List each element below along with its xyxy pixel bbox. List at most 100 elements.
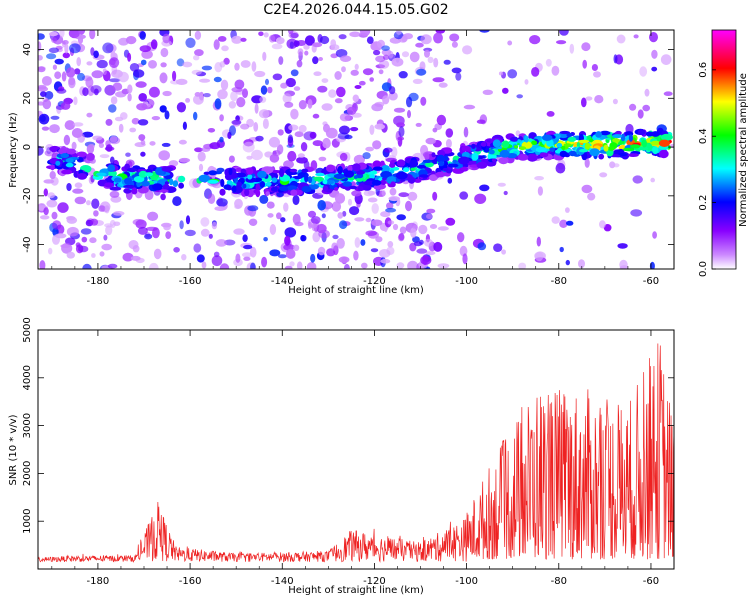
heatmap-blob <box>198 163 204 172</box>
heatmap-blob <box>248 218 258 226</box>
heatmap-blob <box>62 52 70 59</box>
colorbar-gradient <box>712 30 736 269</box>
heatmap-blob <box>424 238 433 247</box>
heatmap-blob <box>193 243 202 253</box>
heatmap-blob <box>109 136 121 145</box>
heatmap-blob <box>139 45 151 53</box>
heatmap-blob <box>507 40 513 46</box>
heatmap-blob <box>38 113 50 125</box>
heatmap-blob <box>307 99 313 109</box>
heatmap-blob <box>242 141 255 153</box>
heatmap-blob <box>207 179 219 184</box>
heatmap-blob <box>41 76 52 86</box>
heatmap-blob <box>271 170 282 174</box>
heatmap-blob <box>445 138 452 149</box>
heatmap-blob <box>354 85 362 89</box>
heatmap-blob <box>330 44 340 51</box>
heatmap-blob <box>148 60 157 69</box>
heatmap-blob <box>135 81 147 88</box>
x-tick-label: -160 <box>179 576 202 587</box>
heatmap-blob <box>397 136 405 141</box>
heatmap-blob <box>172 196 182 207</box>
heatmap-blob <box>310 253 316 263</box>
heatmap-blob <box>362 152 371 160</box>
heatmap-blob <box>410 227 417 238</box>
heatmap-blob <box>476 119 486 124</box>
heatmap-blob <box>137 226 148 235</box>
heatmap-blob <box>365 217 372 223</box>
heatmap-blob <box>398 232 405 241</box>
heatmap-blob <box>639 66 648 77</box>
heatmap-blob <box>510 136 518 142</box>
heatmap-blob <box>535 147 547 153</box>
heatmap-blob <box>518 262 527 269</box>
y-tick-label: 0 <box>22 144 33 150</box>
heatmap-blob <box>312 113 320 119</box>
heatmap-blob <box>213 39 220 50</box>
heatmap-blob <box>396 122 405 128</box>
heatmap-blob <box>615 130 622 136</box>
heatmap-blob <box>215 239 227 247</box>
heatmap-blob <box>354 237 361 248</box>
heatmap-blob <box>652 146 659 155</box>
heatmap-blob <box>407 110 411 119</box>
heatmap-blob <box>82 87 89 97</box>
y-tick-label: 1000 <box>22 508 33 533</box>
heatmap-blob <box>407 191 418 201</box>
heatmap-blob <box>109 58 116 66</box>
heatmap-blob <box>233 228 245 235</box>
heatmap-blob <box>86 152 95 161</box>
heatmap-blob <box>651 66 658 72</box>
heatmap-blob <box>603 224 612 232</box>
heatmap-blob <box>369 77 375 82</box>
heatmap-blob <box>80 228 92 235</box>
heatmap-blob <box>49 171 56 180</box>
heatmap-blob <box>66 216 76 221</box>
heatmap-blob <box>49 124 60 134</box>
heatmap-blob <box>243 244 253 250</box>
heatmap-blob <box>463 104 476 110</box>
heatmap-blob <box>587 135 592 140</box>
heatmap-blob <box>436 154 445 163</box>
heatmap-blob <box>64 120 76 131</box>
heatmap-blob <box>276 212 282 220</box>
heatmap-blob <box>420 255 432 265</box>
heatmap-blob <box>616 34 626 44</box>
bottom-y-axis-label: SNR (10 * v/v) <box>8 414 19 485</box>
heatmap-blob <box>308 221 312 229</box>
heatmap-blob <box>224 239 236 246</box>
heatmap-blob <box>260 85 268 95</box>
heatmap-blob <box>173 247 180 253</box>
heatmap-blob <box>296 261 303 269</box>
colorbar-tick-label: 0.2 <box>698 195 709 211</box>
heatmap-blob <box>200 217 210 227</box>
heatmap-blob <box>145 226 158 231</box>
heatmap-blob <box>658 139 671 147</box>
heatmap-blob <box>72 122 84 127</box>
heatmap-blob <box>498 71 504 76</box>
heatmap-blob <box>38 84 47 90</box>
heatmap-blob <box>339 113 351 122</box>
heatmap-blob <box>322 185 329 192</box>
heatmap-blob <box>304 174 309 183</box>
heatmap-blob <box>118 123 124 133</box>
heatmap-blob <box>471 152 479 161</box>
heatmap-blob <box>337 212 344 219</box>
heatmap-blob <box>267 86 273 94</box>
colorbar-tick-label: 0.4 <box>698 128 709 144</box>
heatmap-blob <box>242 234 248 242</box>
heatmap-blob <box>437 161 445 167</box>
heatmap-blob <box>181 254 187 261</box>
heatmap-blob <box>427 56 434 64</box>
heatmap-blob <box>613 54 618 64</box>
heatmap-blob <box>367 197 378 203</box>
heatmap-blob <box>244 188 250 197</box>
heatmap-blob <box>150 39 158 50</box>
heatmap-blob <box>322 179 328 185</box>
heatmap-blob <box>246 167 254 175</box>
heatmap-blob <box>169 178 174 186</box>
heatmap-blob <box>63 134 71 146</box>
heatmap-blob <box>420 96 427 106</box>
heatmap-blob <box>110 96 118 105</box>
heatmap-blob <box>395 171 408 180</box>
